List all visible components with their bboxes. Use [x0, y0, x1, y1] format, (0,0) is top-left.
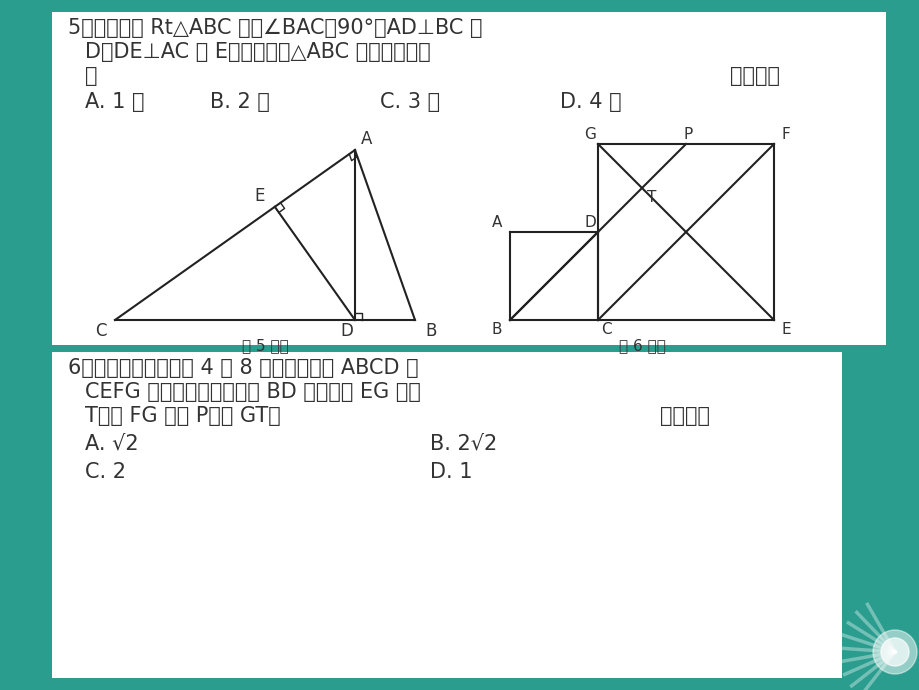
Text: 第 5 题图: 第 5 题图 — [242, 338, 288, 353]
Circle shape — [872, 630, 916, 674]
Text: A. 1 个: A. 1 个 — [85, 92, 144, 112]
Text: G: G — [584, 127, 596, 142]
Text: A. √2: A. √2 — [85, 434, 139, 454]
Text: D: D — [584, 215, 596, 230]
Text: 有: 有 — [85, 66, 97, 86]
Text: C: C — [96, 322, 107, 340]
Text: D: D — [340, 322, 353, 340]
Text: F: F — [781, 127, 790, 142]
Text: T: T — [646, 190, 655, 205]
Text: B: B — [491, 322, 502, 337]
Text: （　　）: （ ） — [659, 406, 709, 426]
Bar — [52, 352, 841, 678]
Text: D，DE⊥AC 于 E，则图中与△ABC 相似的三角形: D，DE⊥AC 于 E，则图中与△ABC 相似的三角形 — [85, 42, 430, 62]
Text: A: A — [491, 215, 502, 230]
Text: E: E — [255, 187, 265, 205]
Text: C: C — [600, 322, 611, 337]
Text: C. 2: C. 2 — [85, 462, 126, 482]
Text: CEFG 并排放在一起，连结 BD 并延长交 EG 于点: CEFG 并排放在一起，连结 BD 并延长交 EG 于点 — [85, 382, 420, 402]
Text: B. 2√2: B. 2√2 — [429, 434, 496, 454]
Text: （　　）: （ ） — [729, 66, 779, 86]
Text: B: B — [425, 322, 436, 340]
Text: C. 3 个: C. 3 个 — [380, 92, 439, 112]
Text: 6．如图，边长分别为 4 和 8 的两个正方形 ABCD 和: 6．如图，边长分别为 4 和 8 的两个正方形 ABCD 和 — [68, 358, 418, 378]
Text: T，交 FG 于点 P，则 GT＝: T，交 FG 于点 P，则 GT＝ — [85, 406, 280, 426]
Text: D. 1: D. 1 — [429, 462, 472, 482]
Text: D. 4 个: D. 4 个 — [560, 92, 621, 112]
Text: 5．如图，在 Rt△ABC 中，∠BAC＝90°，AD⊥BC 于: 5．如图，在 Rt△ABC 中，∠BAC＝90°，AD⊥BC 于 — [68, 18, 482, 38]
Circle shape — [880, 638, 908, 666]
Text: E: E — [781, 322, 790, 337]
Text: P: P — [683, 127, 692, 142]
Text: A: A — [360, 130, 372, 148]
Text: 第 6 题图: 第 6 题图 — [618, 338, 664, 353]
Text: B. 2 个: B. 2 个 — [210, 92, 269, 112]
Bar — [52, 12, 885, 345]
